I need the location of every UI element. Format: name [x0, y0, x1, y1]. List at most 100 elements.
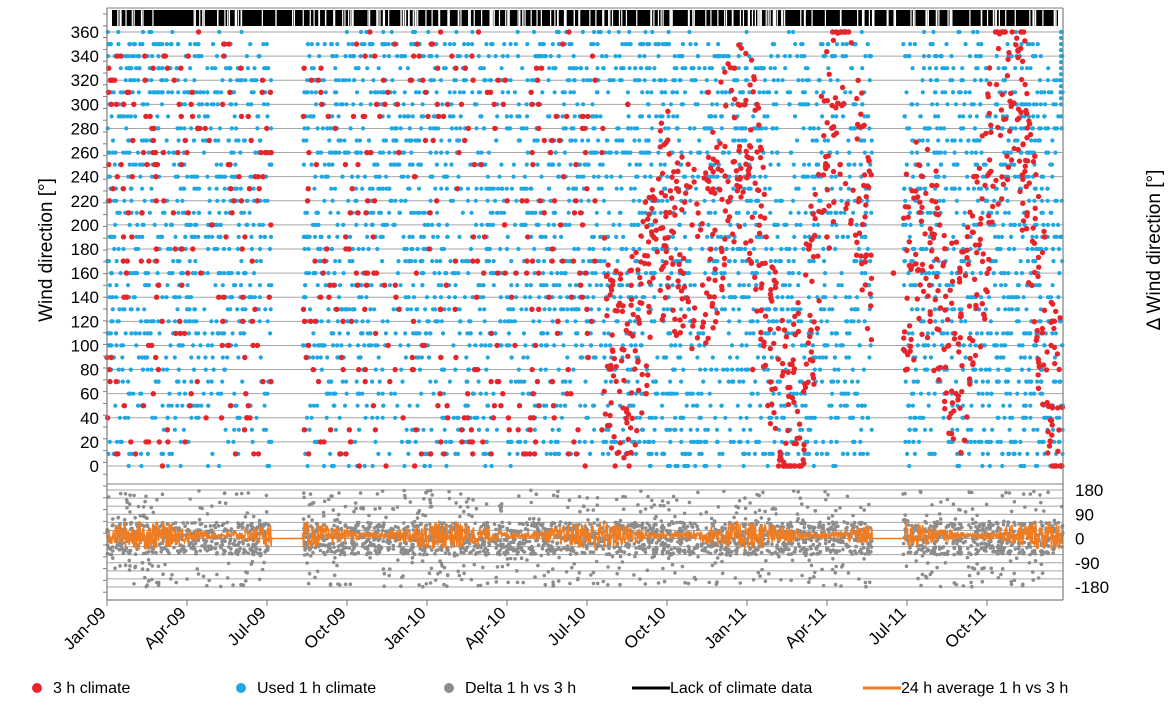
used-1h-point — [350, 246, 355, 252]
used-1h-point — [756, 138, 761, 143]
used-1h-point — [315, 355, 320, 360]
used-1h-point — [1019, 126, 1024, 131]
used-1h-point — [398, 343, 403, 348]
used-1h-point — [220, 283, 225, 288]
used-1h-point — [863, 54, 868, 59]
used-1h-point — [792, 174, 797, 179]
used-1h-point — [403, 259, 408, 264]
data-present-gap — [724, 10, 726, 26]
used-1h-point — [999, 271, 1004, 276]
data-present-gap — [1055, 10, 1057, 26]
used-1h-point — [826, 42, 831, 47]
used-1h-point — [456, 427, 461, 432]
data-present-gap — [524, 10, 526, 26]
used-1h-point — [329, 331, 335, 336]
used-1h-point — [533, 210, 538, 215]
data-present-gap — [980, 10, 982, 26]
used-1h-point — [135, 307, 140, 312]
used-1h-point — [236, 234, 241, 239]
used-1h-point — [192, 42, 198, 47]
used-1h-point — [741, 427, 746, 432]
used-1h-point — [126, 391, 131, 396]
used-1h-point — [1039, 90, 1044, 95]
used-1h-point — [108, 42, 113, 47]
used-1h-point — [703, 427, 708, 432]
used-1h-point — [731, 379, 736, 384]
used-1h-point — [775, 234, 780, 239]
used-1h-point — [312, 186, 317, 191]
used-1h-point — [930, 331, 935, 336]
used-1h-point — [580, 29, 585, 35]
data-present-gap — [660, 10, 662, 26]
used-1h-point — [924, 246, 929, 252]
used-1h-point — [838, 186, 843, 191]
used-1h-point — [145, 451, 150, 456]
used-1h-point — [481, 295, 486, 300]
data-present-gap — [400, 10, 402, 26]
used-1h-point — [978, 78, 984, 83]
used-1h-point — [637, 415, 643, 420]
used-1h-point — [1007, 246, 1012, 252]
used-1h-point — [119, 114, 124, 119]
data-present-gap — [926, 10, 928, 26]
used-1h-point — [916, 439, 922, 444]
used-1h-point — [571, 186, 576, 191]
used-1h-point — [363, 222, 368, 227]
used-1h-point — [689, 66, 694, 71]
used-1h-point — [683, 66, 688, 71]
used-1h-point — [373, 367, 378, 372]
used-1h-point — [652, 295, 657, 300]
used-1h-point — [825, 319, 830, 324]
used-1h-point — [1033, 186, 1038, 191]
used-1h-point — [413, 90, 419, 95]
used-1h-point — [584, 66, 589, 71]
used-1h-point — [1015, 391, 1020, 396]
used-1h-point — [506, 307, 511, 312]
used-1h-point — [336, 114, 341, 119]
3h-climate-point — [772, 425, 779, 432]
used-1h-point — [208, 126, 213, 131]
used-1h-point — [494, 210, 500, 215]
used-1h-point — [980, 463, 985, 469]
data-present-gap — [313, 10, 315, 26]
used-1h-point — [1050, 138, 1055, 143]
used-1h-point — [419, 391, 424, 396]
used-1h-point — [546, 222, 551, 227]
used-1h-point — [799, 319, 804, 324]
used-1h-point — [546, 162, 552, 167]
used-1h-point — [721, 295, 726, 300]
used-1h-point — [581, 259, 586, 264]
used-1h-point — [779, 246, 784, 252]
used-1h-point — [786, 259, 791, 264]
used-1h-point — [676, 355, 681, 360]
used-1h-point — [834, 114, 839, 119]
used-1h-point — [324, 415, 329, 420]
used-1h-point — [420, 283, 425, 288]
used-1h-point — [1031, 114, 1036, 119]
used-1h-point — [377, 379, 382, 384]
used-1h-point — [140, 186, 145, 191]
used-1h-point — [499, 162, 504, 167]
used-1h-point — [594, 222, 599, 227]
lack-of-climate-data-bars — [112, 10, 1058, 26]
used-1h-point — [189, 126, 194, 131]
used-1h-point — [433, 379, 438, 384]
used-1h-point — [606, 246, 612, 252]
used-1h-point — [142, 307, 147, 312]
used-1h-point — [1060, 259, 1065, 264]
used-1h-point — [955, 463, 960, 469]
used-1h-point — [523, 343, 528, 348]
used-1h-point — [786, 29, 792, 35]
used-1h-point — [991, 271, 996, 276]
used-1h-point — [1001, 331, 1006, 336]
used-1h-point — [489, 463, 494, 469]
data-present-gap — [131, 10, 133, 26]
used-1h-point — [260, 222, 266, 227]
used-1h-point — [904, 90, 909, 95]
used-1h-point — [302, 126, 307, 131]
used-1h-point — [1001, 66, 1006, 71]
used-1h-point — [239, 210, 244, 215]
used-1h-point — [358, 102, 363, 107]
used-1h-point — [166, 319, 171, 324]
data-present-gap — [951, 10, 953, 26]
